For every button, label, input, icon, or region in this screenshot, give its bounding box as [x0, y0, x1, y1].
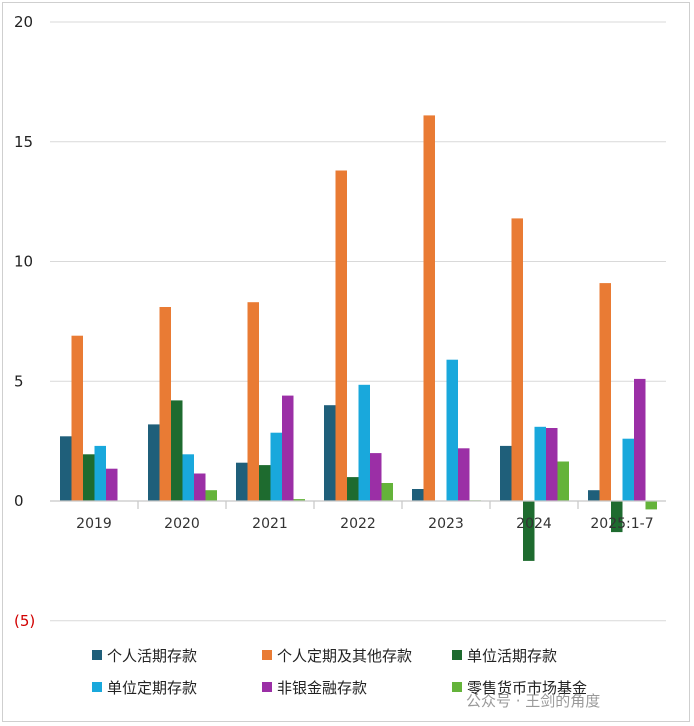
bar-1-6 [599, 283, 611, 501]
bar-0-3 [324, 405, 336, 501]
legend-label-1: 个人定期及其他存款 [277, 646, 413, 665]
bar-3-3 [358, 384, 370, 501]
bar-0-4 [412, 489, 424, 501]
x-tick-label-3: 2022 [340, 516, 376, 532]
bar-3-6 [622, 438, 634, 501]
x-tick-label-6: 2025:1-7 [590, 516, 653, 532]
bar-1-3 [335, 170, 347, 501]
y-tick-label-4: 0 [14, 492, 24, 510]
x-tick-label-0: 2019 [76, 516, 112, 532]
x-tick-label-2: 2021 [252, 516, 288, 532]
legend-item-2: 单位活期存款 [452, 646, 622, 665]
legend-swatch-3 [92, 682, 102, 692]
bar-3-5 [534, 426, 546, 501]
y-tick-label-1: 15 [14, 133, 33, 151]
bar-2-3 [347, 477, 359, 501]
legend-label-5: 零售货币市场基金 [467, 678, 588, 697]
bar-5-2 [293, 499, 305, 501]
y-tick-label-2: 10 [14, 253, 33, 271]
y-tick-label-5: (5) [14, 612, 35, 630]
bar-3-1 [182, 454, 194, 501]
watermark: 公众号 · 王剑的角度 [466, 692, 601, 710]
legend-item-5: 零售货币市场基金 [452, 678, 622, 697]
legend-label-4: 非银金融存款 [277, 678, 368, 697]
x-tick-label-5: 2024 [516, 516, 552, 532]
bar-1-1 [159, 307, 171, 501]
y-tick-label-0: 20 [14, 13, 33, 31]
legend-swatch-4 [262, 682, 272, 692]
bar-2-0 [83, 454, 95, 501]
bar-4-4 [458, 448, 470, 501]
bar-1-2 [247, 302, 259, 501]
legend: 个人活期存款 个人定期及其他存款 单位活期存款 单位定期存款 非银金融存款 零售… [92, 646, 652, 697]
bar-0-5 [500, 445, 512, 501]
legend-item-3: 单位定期存款 [92, 678, 262, 697]
bar-2-6 [611, 501, 623, 533]
bar-5-3 [381, 483, 393, 501]
bar-1-5 [511, 218, 523, 501]
legend-item-1: 个人定期及其他存款 [262, 646, 452, 665]
bar-2-5 [523, 501, 535, 561]
bar-1-0 [71, 335, 83, 501]
x-tick-label-1: 2020 [164, 516, 200, 532]
bar-0-6 [588, 490, 600, 501]
legend-label-0: 个人活期存款 [107, 646, 198, 665]
bar-4-0 [106, 468, 118, 501]
legend-swatch-5 [452, 682, 462, 692]
y-tick-label-3: 5 [14, 372, 24, 390]
legend-swatch-0 [92, 650, 102, 660]
bar-2-2 [259, 465, 271, 501]
bar-4-3 [370, 453, 382, 501]
bar-4-6 [634, 378, 646, 501]
bar-5-6 [645, 501, 657, 510]
bar-2-1 [171, 400, 183, 501]
legend-item-4: 非银金融存款 [262, 678, 452, 697]
bar-3-2 [270, 432, 282, 501]
bar-4-5 [546, 428, 558, 501]
legend-swatch-1 [262, 650, 272, 660]
legend-swatch-2 [452, 650, 462, 660]
legend-item-0: 个人活期存款 [92, 646, 262, 665]
bar-4-2 [282, 395, 294, 501]
legend-label-3: 单位定期存款 [107, 678, 198, 697]
bar-0-2 [236, 462, 248, 501]
bar-0-1 [148, 424, 160, 501]
bar-3-0 [94, 445, 106, 501]
bar-5-5 [557, 461, 569, 501]
bar-4-1 [194, 473, 206, 501]
bar-1-4 [423, 115, 435, 502]
legend-label-2: 单位活期存款 [467, 646, 558, 665]
bar-0-0 [60, 436, 72, 501]
x-tick-label-4: 2023 [428, 516, 464, 532]
bar-5-1 [205, 490, 217, 501]
bar-3-4 [446, 359, 458, 501]
